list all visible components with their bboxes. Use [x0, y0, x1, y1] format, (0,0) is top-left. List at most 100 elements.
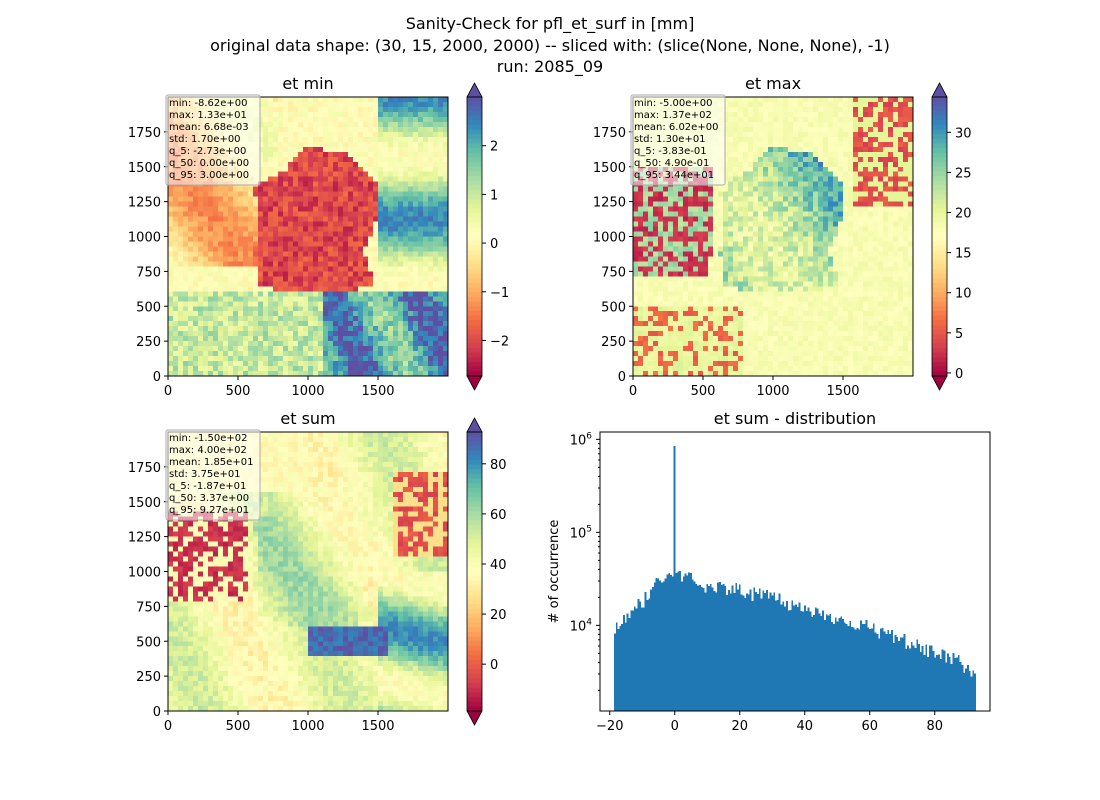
heatmap-cell — [318, 211, 324, 218]
heatmap-cell — [218, 371, 224, 377]
heatmap-cell — [318, 151, 324, 158]
heatmap-cell — [668, 291, 674, 297]
heatmap-cell — [213, 261, 219, 267]
heatmap-cell — [348, 291, 354, 297]
heatmap-cell — [273, 311, 279, 317]
heatmap-cell — [703, 266, 709, 272]
heatmap-cell — [363, 301, 369, 307]
heatmap-cell — [178, 266, 184, 272]
heatmap-cell — [233, 241, 239, 248]
heatmap-cell — [208, 236, 214, 243]
x-tick-label: 1000 — [291, 384, 324, 399]
heatmap-cell — [373, 101, 379, 108]
heatmap-cell — [433, 341, 439, 347]
heatmap-cell — [408, 256, 414, 263]
heatmap-cell — [238, 316, 244, 322]
heatmap-cell — [733, 311, 739, 317]
heatmap-cell — [758, 116, 764, 123]
colorbar-segment — [467, 129, 482, 135]
heatmap-cell — [263, 246, 269, 253]
heatmap-cell — [728, 236, 734, 243]
heatmap-cell — [213, 286, 219, 292]
heatmap-cell — [258, 286, 264, 292]
heatmap-cell — [283, 346, 289, 352]
heatmap-cell — [263, 236, 269, 243]
heatmap-cell — [408, 166, 414, 173]
heatmap-cell — [438, 161, 444, 168]
heatmap-cell — [238, 251, 244, 258]
heatmap-cell — [318, 356, 324, 362]
heatmap-cell — [433, 141, 439, 148]
heatmap-cell — [288, 281, 294, 287]
heatmap-cell — [263, 186, 269, 193]
heatmap-cell — [398, 301, 404, 307]
heatmap-cell — [308, 246, 314, 253]
heatmap-cell — [383, 141, 389, 148]
heatmap-cell — [403, 97, 409, 103]
heatmap-cell — [233, 246, 239, 253]
heatmap-cell — [758, 101, 764, 108]
heatmap-cell — [388, 251, 394, 258]
heatmap-cell — [293, 136, 299, 143]
heatmap-cell — [308, 306, 314, 312]
heatmap-cell — [758, 141, 764, 148]
heatmap-cell — [373, 366, 379, 372]
heatmap-cell — [693, 276, 699, 282]
heatmap-cell — [373, 116, 379, 123]
heatmap-cell — [263, 131, 269, 138]
heatmap-cell — [398, 296, 404, 302]
heatmap-cell — [218, 186, 224, 193]
heatmap-cell — [273, 266, 279, 272]
heatmap-cell — [368, 116, 374, 123]
heatmap-cell — [268, 341, 274, 347]
heatmap-cell — [268, 346, 274, 352]
heatmap-cell — [768, 256, 774, 263]
heatmap-cell — [393, 266, 399, 272]
heatmap-cell — [418, 141, 424, 148]
heatmap-cell — [718, 196, 724, 203]
heatmap-cell — [233, 186, 239, 193]
heatmap-cell — [353, 236, 359, 243]
heatmap-cell — [403, 356, 409, 362]
heatmap-cell — [218, 191, 224, 198]
heatmap-cell — [738, 366, 744, 372]
heatmap-cell — [428, 341, 434, 347]
heatmap-cell — [198, 231, 204, 238]
heatmap-cell — [738, 251, 744, 258]
heatmap-cell — [313, 131, 319, 138]
heatmap-cell — [273, 141, 279, 148]
colorbar-segment — [467, 194, 482, 200]
heatmap-cell — [328, 126, 334, 133]
heatmap-cell — [173, 371, 179, 377]
heatmap-cell — [343, 236, 349, 243]
heatmap-cell — [308, 111, 314, 118]
heatmap-cell — [773, 221, 779, 228]
heatmap-cell — [168, 196, 174, 203]
heatmap-cell — [428, 321, 434, 327]
heatmap-cell — [183, 246, 189, 253]
heatmap-cell — [388, 366, 394, 372]
heatmap-cell — [323, 331, 329, 337]
heatmap-cell — [318, 286, 324, 292]
heatmap-cell — [388, 356, 394, 362]
heatmap-cell — [413, 356, 419, 362]
heatmap-cell — [328, 356, 334, 362]
heatmap-cell — [728, 296, 734, 302]
heatmap-cell — [313, 201, 319, 208]
heatmap-cell — [413, 331, 419, 337]
heatmap-cell — [253, 356, 259, 362]
heatmap-cell — [188, 331, 194, 337]
heatmap-cell — [323, 171, 329, 178]
heatmap-cell — [223, 336, 229, 342]
heatmap-cell — [278, 196, 284, 203]
heatmap-cell — [198, 266, 204, 272]
heatmap-cell — [358, 196, 364, 203]
heatmap-cell — [288, 136, 294, 143]
heatmap-cell — [773, 121, 779, 128]
heatmap-cell — [178, 241, 184, 248]
heatmap-cell — [178, 316, 184, 322]
heatmap-cell — [763, 356, 769, 362]
heatmap-cell — [283, 176, 289, 183]
heatmap-cell — [763, 191, 769, 198]
heatmap-cell — [228, 371, 234, 377]
